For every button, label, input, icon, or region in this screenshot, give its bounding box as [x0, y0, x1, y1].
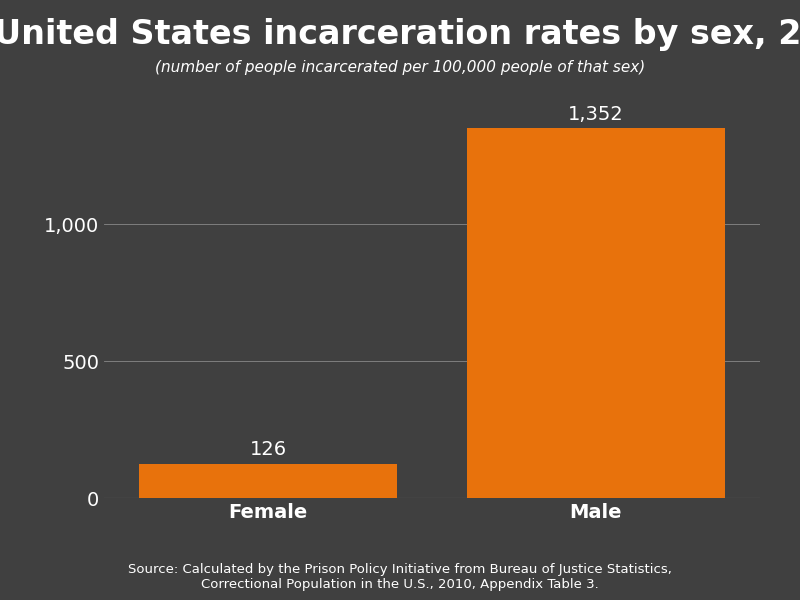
Text: 126: 126 [250, 440, 286, 460]
Text: 1,352: 1,352 [568, 105, 624, 124]
Text: Source: Calculated by the Prison Policy Initiative from Bureau of Justice Statis: Source: Calculated by the Prison Policy … [128, 563, 672, 591]
Bar [139, 464, 397, 498]
Text: (number of people incarcerated per 100,000 people of that sex): (number of people incarcerated per 100,0… [155, 60, 645, 75]
Title: United States incarceration rates by sex, 2010: United States incarceration rates by sex… [0, 19, 800, 52]
Bar [467, 128, 725, 498]
